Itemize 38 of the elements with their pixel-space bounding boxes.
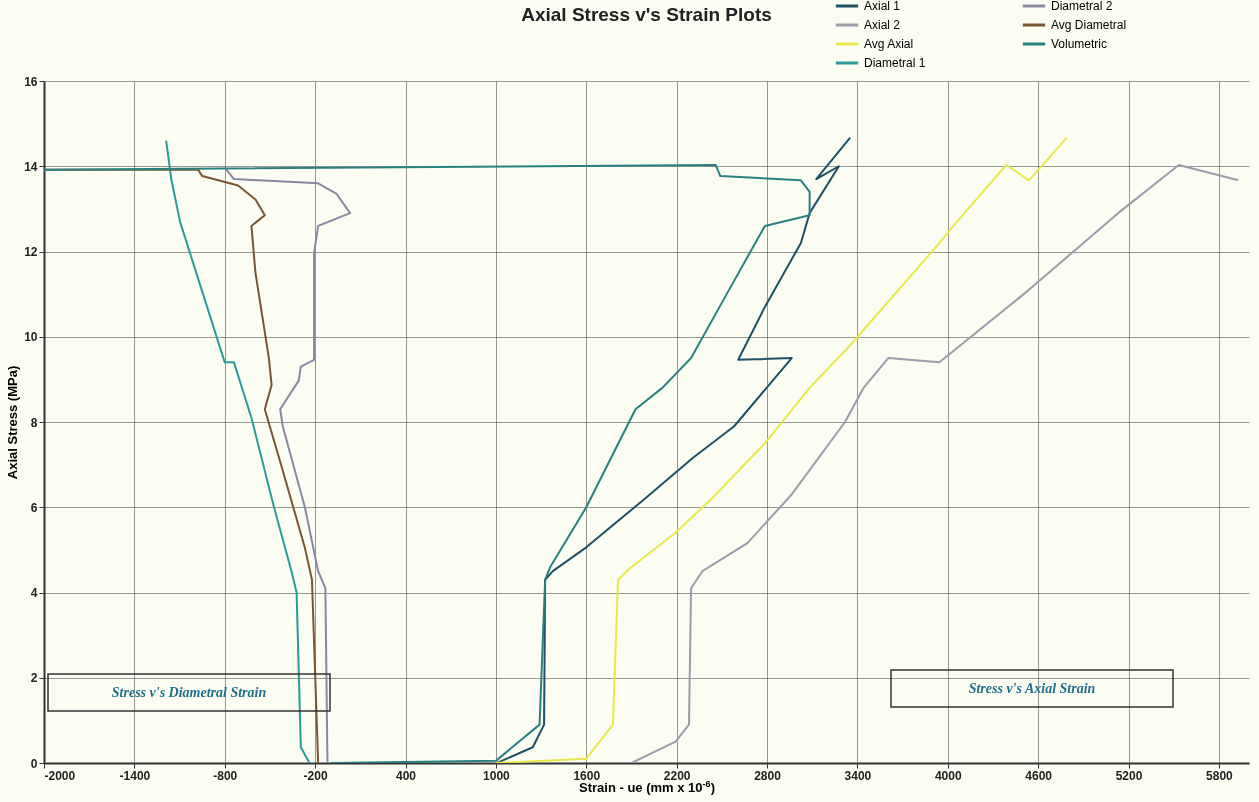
x-tick-label: 1600 bbox=[573, 768, 601, 783]
y-tick-label: 2 bbox=[30, 671, 38, 686]
x-tick-label: 3400 bbox=[844, 768, 872, 783]
x-tick-label: 1000 bbox=[483, 768, 511, 783]
x-tick-label: 4000 bbox=[934, 768, 962, 783]
legend-label: Volumetric bbox=[1051, 37, 1108, 51]
y-tick-label: 4 bbox=[30, 586, 38, 600]
x-tick-label: -800 bbox=[213, 768, 238, 783]
x-tick-label: 2200 bbox=[663, 768, 691, 783]
x-tick-label: -2000 bbox=[44, 768, 76, 783]
legend-label: Diametral 2 bbox=[1051, 0, 1113, 13]
annotation: Stress v's Diametral Strain bbox=[111, 685, 267, 700]
legend-label: Axial 1 bbox=[864, 0, 901, 13]
line-series bbox=[44, 163, 811, 763]
x-tick-label: 4600 bbox=[1025, 768, 1053, 783]
annotation: Stress v's Axial Strain bbox=[968, 681, 1096, 696]
line-series bbox=[165, 139, 311, 763]
y-tick-label: 0 bbox=[30, 756, 38, 771]
legend-label: Axial 2 bbox=[864, 18, 901, 32]
x-tick-label: -200 bbox=[303, 768, 328, 783]
y-tick-label: 10 bbox=[24, 330, 38, 345]
y-tick-label: 8 bbox=[30, 415, 38, 430]
y-axis-title: Axial Stress (MPa) bbox=[5, 365, 21, 480]
y-tick-label: 14 bbox=[24, 159, 38, 174]
x-tick-label: 5800 bbox=[1206, 768, 1234, 783]
legend-label: Diametral 1 bbox=[864, 56, 926, 70]
line-series bbox=[630, 163, 1240, 763]
x-tick-label: -1400 bbox=[119, 768, 151, 783]
legend-label: Avg Axial bbox=[864, 37, 914, 51]
line-series bbox=[495, 136, 852, 763]
y-tick-label: 12 bbox=[24, 245, 38, 259]
chart-title: Axial Stress v's Strain Plots bbox=[521, 4, 772, 25]
y-tick-label: 6 bbox=[30, 500, 38, 515]
legend-label: Avg Diametral bbox=[1051, 18, 1127, 32]
x-tick-label: 400 bbox=[395, 768, 417, 783]
x-tick-label: 2800 bbox=[754, 768, 782, 783]
y-tick-label: 16 bbox=[24, 74, 38, 89]
x-tick-label: 5200 bbox=[1115, 768, 1143, 783]
